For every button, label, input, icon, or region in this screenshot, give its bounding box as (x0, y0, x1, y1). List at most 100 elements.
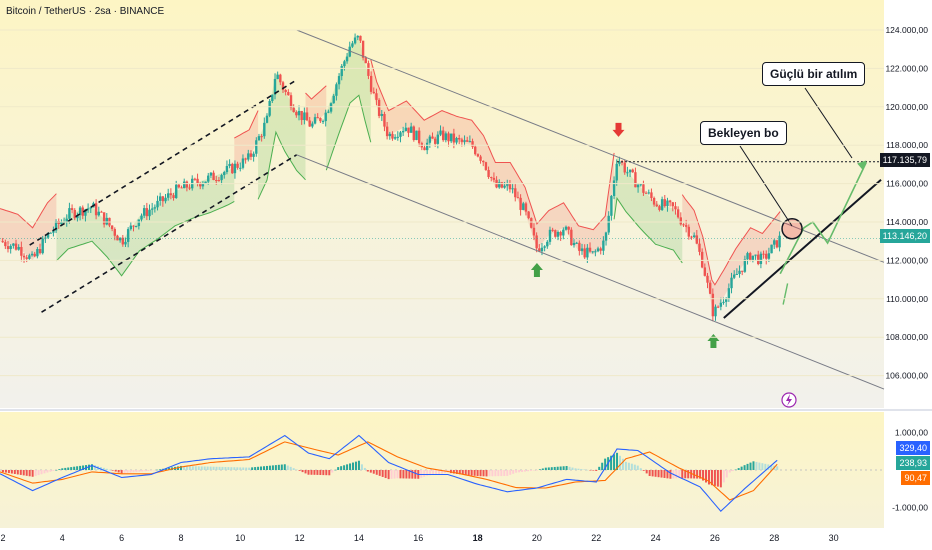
macd-histogram-bar (132, 470, 135, 473)
candle-body (329, 103, 333, 112)
candle-body (223, 172, 226, 176)
macd-histogram-bar (108, 469, 111, 471)
macd-histogram-bar (749, 462, 752, 470)
macd-histogram-bar (135, 470, 138, 473)
candle-body (388, 133, 391, 137)
candle-body (556, 231, 560, 237)
macd-histogram-bar (630, 463, 633, 470)
candle-body (423, 147, 426, 151)
macd-histogram-bar (467, 470, 470, 476)
macd-histogram-bar (731, 470, 734, 472)
macd-histogram-bar (328, 470, 331, 476)
candle-body (372, 91, 375, 94)
sell-signal-arrow (612, 122, 625, 137)
macd-histogram-bar (743, 465, 746, 470)
macd-histogram-bar (580, 469, 583, 470)
x-tick-label: 26 (710, 533, 720, 543)
x-tick-label: 14 (354, 533, 364, 543)
candle-body (580, 248, 584, 251)
candle-body (732, 274, 736, 278)
macd-histogram-bar (529, 470, 532, 471)
candle-body (562, 229, 565, 236)
macd-histogram-bar (129, 470, 132, 473)
candle-body (530, 218, 533, 228)
macd-histogram-bar (28, 470, 31, 477)
callout-pending-breakout[interactable]: Bekleyen bo (700, 121, 787, 145)
macd-histogram-bar (470, 470, 473, 476)
callout-strong-move[interactable]: Güçlü bir atılım (762, 62, 866, 86)
candle-body (666, 200, 669, 207)
macd-histogram-bar (283, 464, 286, 470)
candle-body (447, 133, 450, 142)
macd-histogram-bar (473, 470, 476, 476)
macd-histogram-bar (304, 470, 307, 474)
candle-body (319, 118, 322, 122)
y-tick-label: 118.000,00 (886, 140, 928, 150)
macd-histogram-bar (1, 470, 4, 473)
macd-histogram-bar (583, 469, 586, 470)
y-tick-label: 112.000,00 (886, 255, 928, 265)
candle-body (660, 199, 664, 210)
candle-body (676, 209, 680, 218)
candle-body (4, 242, 7, 247)
candle-body (684, 225, 688, 227)
candle-body (535, 235, 538, 249)
macd-histogram-bar (705, 470, 708, 483)
macd-histogram-bar (206, 466, 209, 470)
candle-body (287, 92, 290, 96)
macd-histogram-bar (595, 470, 598, 471)
candle-body (658, 206, 661, 210)
candle-body (511, 188, 514, 190)
candle-body (158, 196, 162, 201)
candle-body (148, 209, 151, 217)
candle-body (647, 192, 650, 194)
candle-body (241, 158, 245, 168)
candle-body (345, 56, 349, 62)
candle-body (121, 237, 125, 245)
macd-histogram-bar (532, 470, 535, 471)
macd-histogram-bar (387, 470, 390, 480)
candle-body (412, 126, 416, 141)
macd-histogram-bar (494, 470, 497, 477)
macd-histogram-bar (681, 470, 684, 479)
macd-histogram-bar (405, 470, 408, 479)
xaxis-bg (0, 528, 884, 550)
candle-body (468, 141, 472, 143)
candle-body (695, 235, 699, 244)
candle-body (474, 146, 477, 155)
candle-body (78, 207, 82, 215)
macd-histogram-bar (357, 460, 360, 470)
candle-body (615, 163, 618, 181)
macd-histogram-bar (399, 470, 402, 479)
candle-body (500, 182, 504, 188)
trend-line-down (234, 110, 259, 139)
macd-histogram-bar (102, 467, 105, 470)
macd-histogram-bar (438, 470, 441, 474)
candle-body (284, 89, 287, 93)
macd-histogram-bar (218, 466, 221, 470)
candle-body (570, 229, 573, 246)
candle-body (698, 243, 701, 252)
trend-band-down (234, 110, 259, 167)
macd-histogram-bar (126, 470, 129, 473)
candle-body (722, 301, 725, 303)
macd-histogram-bar (4, 470, 7, 473)
macd-histogram-bar (574, 468, 577, 470)
candle-body (719, 302, 723, 307)
candle-body (407, 127, 410, 133)
macd-histogram-bar (657, 470, 660, 478)
macd-histogram-bar (512, 470, 515, 474)
macd-histogram-bar (340, 466, 343, 470)
candle-body (81, 207, 84, 216)
macd-histogram-bar (260, 466, 263, 470)
macd-histogram-bar (73, 466, 76, 470)
macd-histogram-bar (547, 467, 550, 470)
candle-body (343, 61, 346, 67)
candle-body (652, 197, 656, 205)
candle-body (33, 253, 36, 257)
macd-histogram-bar (429, 470, 432, 476)
macd-histogram-bar (242, 467, 245, 470)
macd-histogram-bar (559, 466, 562, 470)
x-tick-label: 10 (235, 533, 245, 543)
candle-body (36, 249, 39, 257)
